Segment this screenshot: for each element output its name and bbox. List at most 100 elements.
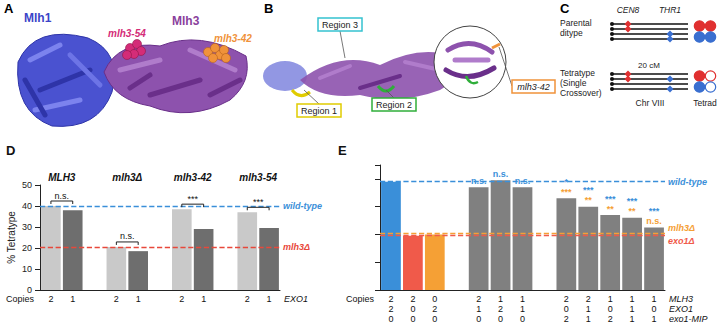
svg-text:*: * bbox=[565, 177, 569, 187]
svg-text:***: *** bbox=[561, 187, 572, 197]
svg-text:Copies: Copies bbox=[346, 294, 375, 304]
svg-text:1: 1 bbox=[267, 294, 272, 304]
svg-text:**: ** bbox=[607, 204, 615, 214]
svg-text:2: 2 bbox=[388, 294, 393, 304]
svg-text:n.s.: n.s. bbox=[493, 169, 509, 179]
svg-text:***: *** bbox=[253, 197, 264, 207]
svg-text:mlh3-42: mlh3-42 bbox=[174, 172, 212, 183]
svg-text:0: 0 bbox=[608, 304, 613, 314]
svg-text:CEN8: CEN8 bbox=[617, 5, 640, 15]
svg-text:20 cM: 20 cM bbox=[638, 61, 660, 70]
svg-text:Parental: Parental bbox=[560, 18, 592, 28]
svg-text:A: A bbox=[4, 1, 14, 16]
svg-text:50: 50 bbox=[22, 180, 32, 190]
svg-text:***: *** bbox=[627, 196, 638, 206]
svg-text:Region 1: Region 1 bbox=[301, 106, 337, 116]
svg-text:2: 2 bbox=[245, 294, 250, 304]
svg-text:0: 0 bbox=[652, 304, 657, 314]
svg-text:***: *** bbox=[605, 194, 616, 204]
svg-text:1: 1 bbox=[498, 294, 503, 304]
svg-text:1: 1 bbox=[476, 304, 481, 314]
svg-text:20: 20 bbox=[22, 243, 32, 253]
svg-text:D: D bbox=[6, 143, 15, 158]
svg-text:1: 1 bbox=[201, 294, 206, 304]
svg-text:% Tetratype: % Tetratype bbox=[6, 211, 17, 264]
svg-text:n.s.: n.s. bbox=[55, 191, 70, 201]
svg-text:2: 2 bbox=[388, 304, 393, 314]
svg-text:2: 2 bbox=[564, 314, 569, 324]
svg-text:exo1Δ: exo1Δ bbox=[668, 236, 695, 246]
svg-text:1: 1 bbox=[630, 314, 635, 324]
svg-text:Tetratype: Tetratype bbox=[560, 68, 595, 78]
svg-text:C: C bbox=[560, 1, 570, 16]
svg-text:2: 2 bbox=[564, 294, 569, 304]
svg-text:E: E bbox=[338, 143, 347, 158]
svg-text:Chr VIII: Chr VIII bbox=[636, 98, 665, 108]
svg-text:2: 2 bbox=[179, 294, 184, 304]
svg-text:2: 2 bbox=[432, 304, 437, 314]
svg-text:1: 1 bbox=[586, 314, 591, 324]
svg-text:1: 1 bbox=[520, 294, 525, 304]
svg-text:***: *** bbox=[583, 185, 594, 195]
svg-text:10: 10 bbox=[22, 264, 32, 274]
svg-text:mlh3Δ: mlh3Δ bbox=[283, 242, 310, 252]
svg-text:1: 1 bbox=[136, 294, 141, 304]
svg-text:Mlh1: Mlh1 bbox=[24, 11, 52, 25]
svg-text:0: 0 bbox=[410, 304, 415, 314]
svg-text:0: 0 bbox=[498, 314, 503, 324]
svg-text:1: 1 bbox=[520, 304, 525, 314]
svg-text:MLH3: MLH3 bbox=[48, 172, 76, 183]
svg-text:1: 1 bbox=[652, 314, 657, 324]
svg-text:Copies: Copies bbox=[6, 294, 35, 304]
svg-text:MLH3: MLH3 bbox=[669, 294, 693, 304]
svg-text:2: 2 bbox=[586, 294, 591, 304]
svg-text:Crossover): Crossover) bbox=[560, 88, 602, 98]
svg-text:1: 1 bbox=[630, 294, 635, 304]
svg-text:EXO1: EXO1 bbox=[669, 304, 693, 314]
svg-text:1: 1 bbox=[608, 294, 613, 304]
svg-text:n.s.: n.s. bbox=[471, 176, 487, 186]
svg-text:mlh3Δ: mlh3Δ bbox=[668, 223, 695, 233]
svg-text:Region 3: Region 3 bbox=[322, 20, 358, 30]
svg-text:***: *** bbox=[649, 206, 660, 216]
svg-text:ditype: ditype bbox=[560, 28, 583, 38]
svg-text:B: B bbox=[264, 1, 273, 16]
svg-text:30: 30 bbox=[22, 222, 32, 232]
svg-text:n.s.: n.s. bbox=[515, 176, 531, 186]
svg-text:0: 0 bbox=[432, 294, 437, 304]
svg-text:mlh3-42: mlh3-42 bbox=[214, 33, 252, 44]
svg-text:THR1: THR1 bbox=[659, 5, 681, 15]
svg-text:2: 2 bbox=[476, 294, 481, 304]
svg-text:2: 2 bbox=[498, 304, 503, 314]
svg-text:**: ** bbox=[585, 195, 593, 205]
svg-text:mlh3-54: mlh3-54 bbox=[239, 172, 277, 183]
svg-text:Region 2: Region 2 bbox=[376, 100, 412, 110]
svg-text:EXO1: EXO1 bbox=[284, 294, 308, 304]
svg-text:n.s.: n.s. bbox=[120, 231, 135, 241]
svg-text:2: 2 bbox=[114, 294, 119, 304]
svg-text:1: 1 bbox=[586, 304, 591, 314]
svg-text:***: *** bbox=[187, 194, 198, 204]
svg-text:exo1-MIP: exo1-MIP bbox=[669, 314, 708, 324]
svg-text:wild-type: wild-type bbox=[283, 201, 322, 211]
svg-text:2: 2 bbox=[410, 294, 415, 304]
svg-text:wild-type: wild-type bbox=[668, 177, 707, 187]
svg-text:0: 0 bbox=[410, 314, 415, 324]
svg-text:**: ** bbox=[629, 206, 637, 216]
svg-text:1: 1 bbox=[70, 294, 75, 304]
svg-text:Tetrad: Tetrad bbox=[693, 98, 717, 108]
svg-text:mlh3-42: mlh3-42 bbox=[517, 82, 550, 92]
svg-text:Mlh3: Mlh3 bbox=[172, 14, 200, 28]
svg-text:40: 40 bbox=[22, 201, 32, 211]
svg-text:0: 0 bbox=[520, 314, 525, 324]
svg-text:1: 1 bbox=[652, 294, 657, 304]
svg-text:0: 0 bbox=[432, 314, 437, 324]
svg-text:mlh3-54: mlh3-54 bbox=[108, 28, 146, 39]
svg-text:2: 2 bbox=[608, 314, 613, 324]
svg-text:0: 0 bbox=[564, 304, 569, 314]
svg-text:1: 1 bbox=[630, 304, 635, 314]
svg-text:mlh3Δ: mlh3Δ bbox=[112, 172, 142, 183]
svg-text:2: 2 bbox=[48, 294, 53, 304]
svg-text:0: 0 bbox=[476, 314, 481, 324]
svg-text:0: 0 bbox=[388, 314, 393, 324]
